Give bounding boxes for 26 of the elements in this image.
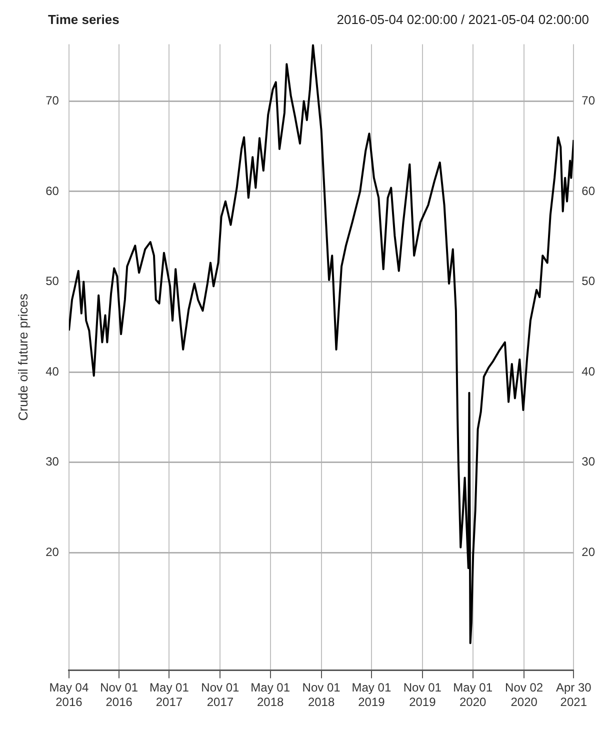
y2-tick-label: 60 xyxy=(582,184,596,198)
x-tick-label: Nov 01 2018 xyxy=(302,680,341,710)
x-tick-label: Apr 30 2021 xyxy=(556,680,592,710)
y-tick-label: 70 xyxy=(46,93,60,108)
y2-tick-label: 40 xyxy=(582,364,596,378)
x-tick-label: May 01 2020 xyxy=(453,680,493,710)
x-tick-label: May 01 2017 xyxy=(150,680,190,710)
x-tick-label: May 01 2019 xyxy=(352,680,392,710)
x-tick-label: Nov 02 2020 xyxy=(505,680,544,710)
y-tick-label: 60 xyxy=(46,184,60,198)
y2-tick-label: 50 xyxy=(582,274,596,288)
x-tick-label: May 04 2016 xyxy=(49,680,89,710)
y-tick-label: 30 xyxy=(46,454,60,469)
x-tick-label: Nov 01 2016 xyxy=(100,680,138,710)
x-tick-label: Nov 01 2019 xyxy=(403,680,442,710)
chart-subtitle: 2016-05-04 02:00:00 / 2021-05-04 02:00:00 xyxy=(336,12,589,27)
y-axis-title: Crude oil future prices xyxy=(15,293,30,421)
y-tick-label: 40 xyxy=(46,364,60,378)
y2-tick-label: 30 xyxy=(582,454,596,469)
y-tick-label: 20 xyxy=(46,545,60,560)
chart-title: Time series xyxy=(48,12,120,27)
y-tick-label: 50 xyxy=(46,274,60,288)
x-tick-label: May 01 2018 xyxy=(250,680,290,710)
y2-tick-label: 70 xyxy=(582,93,596,108)
x-tick-label: Nov 01 2017 xyxy=(201,680,240,710)
y2-tick-label: 20 xyxy=(582,545,596,560)
